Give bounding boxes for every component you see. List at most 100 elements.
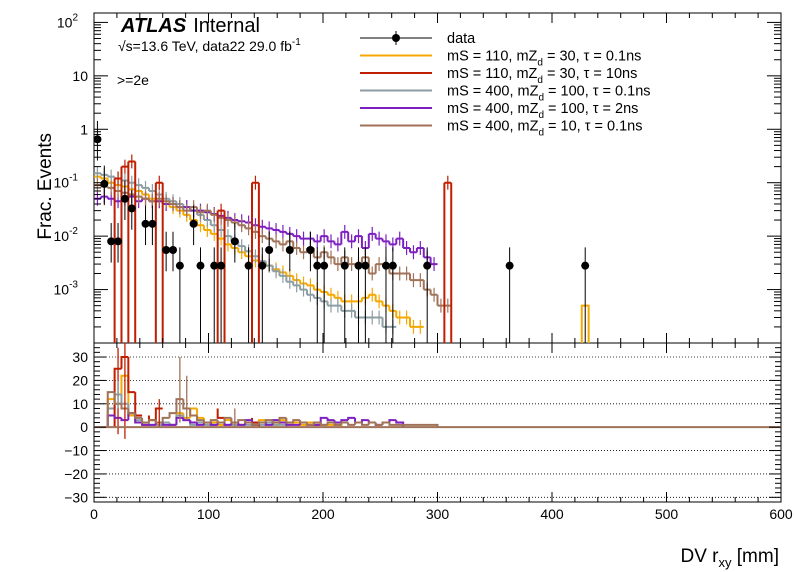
ratio-series-mS400_mZd10_0p1 (106, 391, 439, 428)
legend-label-sub: d (538, 93, 544, 104)
x-axis-ticks: 0 100 200 300 400 500 600 (90, 13, 793, 522)
legend-label: mS = 400, mZd = 10, τ = 0.1ns (447, 119, 642, 139)
ratio-y-tick-label: 20 (72, 372, 88, 388)
data-point (107, 237, 116, 246)
ratio-histograms (94, 343, 781, 439)
data-point (175, 261, 184, 270)
legend-label-sub: d (537, 75, 543, 86)
y-tick-label-base: 1 (80, 121, 88, 137)
y-tick-label-exp: -1 (69, 173, 78, 184)
data-point (285, 246, 294, 255)
atlas-label-internal: Internal (193, 15, 260, 37)
y-axis-title-text: Frac. Events (35, 133, 56, 240)
y-tick-label-base: 10 (72, 68, 88, 84)
data-point (217, 261, 226, 270)
atlas-label-bold: ATLAS (120, 15, 187, 37)
legend-label: data (447, 31, 476, 47)
data-point (340, 261, 349, 270)
legend-label-sub: d (538, 128, 544, 139)
x-tick-label: 500 (655, 506, 679, 522)
data-point (162, 246, 171, 255)
legend-label: mS = 400, mZd = 100, τ = 0.1ns (447, 84, 651, 104)
data-point (210, 261, 219, 270)
legend-label-rest: = 100, τ = 2ns (544, 101, 638, 117)
legend-label-sub: d (537, 58, 543, 69)
data-point (265, 246, 274, 255)
y-tick-label-exp: -3 (69, 280, 78, 291)
y-tick-label: 1 (80, 121, 88, 137)
data-point (423, 261, 432, 270)
ratio-y-tick-label: −30 (64, 489, 88, 505)
legend-label-rest: = 10, τ = 0.1ns (544, 119, 642, 135)
data-point (505, 261, 514, 270)
legend-label: mS = 400, mZd = 100, τ = 2ns (447, 101, 638, 121)
data-point (100, 179, 109, 188)
ratio-y-tick-label: −10 (64, 443, 88, 459)
legend-label-sub: d (538, 110, 544, 121)
atlas-label: ATLAS Internal (120, 15, 260, 37)
x-tick-label: 0 (90, 506, 98, 522)
data-point (169, 246, 178, 255)
y-tick-label-base: 10 (54, 175, 70, 191)
x-axis-title-main: DV r (681, 546, 720, 567)
x-axis-title: DV rxy [mm] (681, 546, 780, 570)
data-point (141, 219, 150, 228)
x-tick-label: 400 (540, 506, 564, 522)
ratio-y-tick-label: 30 (72, 349, 88, 365)
legend-label: mS = 110, mZd = 30, τ = 0.1ns (447, 49, 641, 69)
y-tick-label-exp: -2 (69, 226, 78, 237)
y-tick-label: 102 (57, 12, 79, 30)
data-point (189, 219, 198, 228)
x-tick-label: 200 (311, 506, 335, 522)
legend-label-main: mS = 400, mZ (447, 101, 539, 117)
top-panel-frame (93, 12, 782, 344)
legend-data-marker (392, 34, 400, 42)
legend-label-rest: = 100, τ = 0.1ns (544, 84, 651, 100)
legend-label-rest: = 30, τ = 10ns (543, 66, 637, 82)
y-tick-label: 10 (72, 68, 88, 84)
histogram-steps-mS400_mZd100_0p1 (99, 173, 384, 327)
y-tick-label: 10-3 (54, 280, 79, 298)
energy-label-sup: -1 (292, 37, 301, 48)
data-point (127, 204, 136, 213)
legend-label-rest: = 30, τ = 0.1ns (543, 49, 641, 65)
y-tick-label-exp: 2 (72, 12, 78, 23)
data-point (381, 261, 390, 270)
data-point (354, 261, 363, 270)
histogram-series-mS400_mZd10_0p1 (94, 184, 452, 307)
ratio-y-tick-label: 0 (80, 419, 88, 435)
data-point (258, 261, 267, 270)
data-point (361, 261, 370, 270)
legend-label-main: data (447, 31, 476, 47)
x-tick-label: 100 (197, 506, 221, 522)
y-tick-label-base: 10 (54, 282, 70, 298)
data-point (313, 261, 322, 270)
y-tick-label-base: 10 (54, 228, 70, 244)
selection-label: >=2e (117, 72, 149, 88)
data-point (320, 261, 329, 270)
y-tick-label: 10-1 (54, 173, 79, 191)
energy-label-text: √s=13.6 TeV, data22 29.0 fb (118, 38, 292, 54)
data-point (306, 246, 315, 255)
ratio-y-tick-label: 10 (72, 396, 88, 412)
data-point (581, 261, 590, 270)
histogram-steps-mS400_mZd100_2 (99, 196, 432, 265)
x-tick-label: 600 (769, 506, 793, 522)
y-tick-label: 10-2 (54, 226, 79, 244)
x-tick-label: 300 (426, 506, 450, 522)
data-point (148, 219, 157, 228)
x-axis-title-unit: [mm] (732, 546, 780, 567)
legend-label-main: mS = 110, mZ (447, 49, 538, 65)
data-point (244, 261, 253, 270)
y-axis-title: Frac. Events (35, 133, 56, 240)
histogram-steps-mS110_mZd30_10 (113, 161, 453, 343)
energy-label: √s=13.6 TeV, data22 29.0 fb-1 (118, 37, 301, 54)
legend-label-main: mS = 110, mZ (447, 66, 538, 82)
x-axis-title-sub: xy (719, 555, 733, 570)
data-point (230, 237, 239, 246)
data-point (388, 261, 397, 270)
ratio-y-tick-label: −20 (64, 466, 88, 482)
